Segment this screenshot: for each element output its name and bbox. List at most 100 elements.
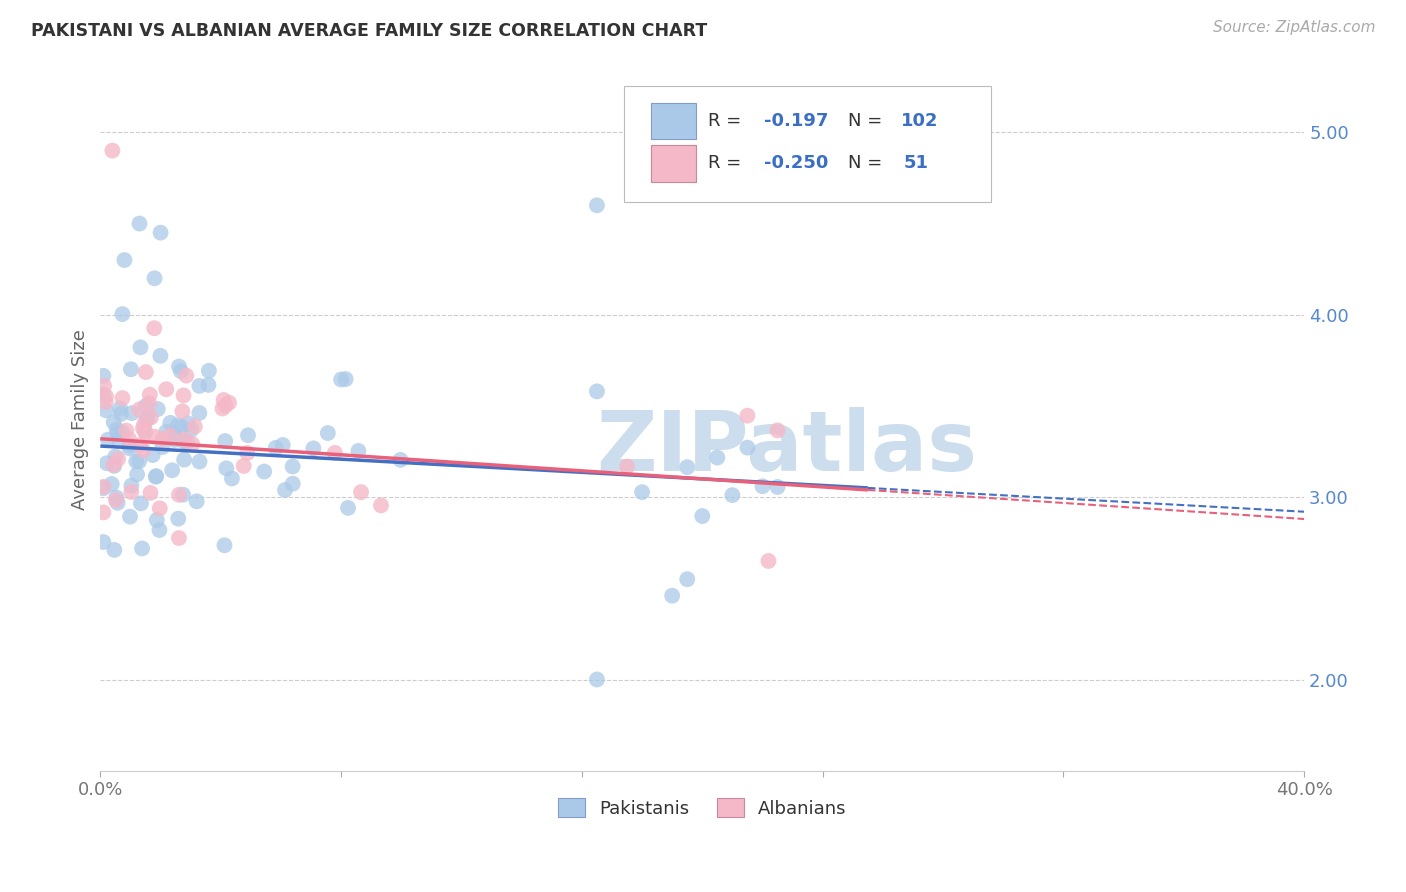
Point [316, 425, 339, 440]
Point [197, 378, 219, 392]
Point [737, 409, 759, 423]
Point [214, 399, 236, 413]
Point [112, 253, 135, 268]
Y-axis label: Average Family Size: Average Family Size [72, 329, 89, 510]
Point [586, 198, 609, 212]
Point [131, 541, 153, 556]
Point [159, 416, 181, 430]
Point [751, 479, 773, 493]
Point [111, 425, 134, 440]
Point [134, 417, 156, 431]
Text: R =: R = [709, 154, 741, 172]
Point [281, 459, 304, 474]
Point [631, 485, 654, 500]
Point [132, 421, 155, 435]
Point [232, 458, 254, 473]
Point [152, 432, 174, 446]
Point [93, 480, 115, 494]
Point [93, 378, 115, 392]
Point [125, 467, 148, 482]
Point [198, 364, 221, 378]
Point [134, 425, 156, 440]
Point [170, 364, 193, 378]
Point [181, 437, 204, 451]
Point [215, 461, 238, 475]
Point [214, 538, 236, 552]
Point [586, 673, 609, 687]
Point [188, 406, 211, 420]
Point [148, 523, 170, 537]
Point [93, 505, 115, 519]
Point [145, 469, 167, 483]
Point [335, 372, 357, 386]
Point [125, 454, 148, 468]
Point [176, 435, 198, 450]
Point [184, 419, 207, 434]
Point [160, 463, 183, 477]
Point [139, 387, 162, 401]
Legend: Pakistanis, Albanians: Pakistanis, Albanians [551, 790, 853, 825]
Point [177, 417, 200, 431]
Point [94, 389, 117, 403]
Point [118, 433, 141, 447]
Point [271, 438, 294, 452]
Point [128, 454, 150, 468]
Point [104, 493, 127, 508]
Point [706, 450, 728, 465]
Point [118, 509, 141, 524]
Point [163, 427, 186, 442]
Point [163, 433, 186, 447]
Point [170, 420, 193, 434]
Point [188, 454, 211, 468]
Point [330, 372, 353, 386]
Point [135, 365, 157, 379]
Point [370, 499, 392, 513]
Point [105, 423, 128, 437]
Point [350, 485, 373, 500]
Point [173, 433, 195, 447]
Point [139, 486, 162, 500]
Point [134, 424, 156, 438]
Point [105, 491, 128, 505]
Point [186, 494, 208, 508]
Text: N =: N = [848, 112, 882, 130]
Point [129, 340, 152, 354]
Point [143, 430, 166, 444]
Point [149, 349, 172, 363]
Point [93, 535, 115, 549]
Point [120, 362, 142, 376]
Point [94, 403, 117, 417]
Point [155, 382, 177, 396]
Point [690, 509, 713, 524]
Point [143, 321, 166, 335]
Point [758, 554, 780, 568]
Text: -0.197: -0.197 [763, 112, 828, 130]
Point [188, 379, 211, 393]
Point [211, 401, 233, 416]
Point [103, 458, 125, 473]
Point [103, 543, 125, 558]
Point [97, 433, 120, 447]
Point [676, 572, 699, 586]
Point [616, 459, 638, 474]
Point [121, 406, 143, 420]
Point [139, 410, 162, 425]
Point [93, 387, 115, 401]
Point [94, 394, 117, 409]
Point [166, 418, 188, 433]
Point [136, 412, 159, 426]
Point [128, 402, 150, 417]
Point [155, 425, 177, 439]
Point [281, 476, 304, 491]
Point [737, 441, 759, 455]
Point [167, 359, 190, 374]
Point [236, 446, 259, 460]
Point [100, 477, 122, 491]
Point [146, 513, 169, 527]
Point [721, 488, 744, 502]
Point [129, 438, 152, 452]
Point [274, 483, 297, 497]
Point [173, 388, 195, 402]
Point [149, 501, 172, 516]
Point [135, 412, 157, 426]
